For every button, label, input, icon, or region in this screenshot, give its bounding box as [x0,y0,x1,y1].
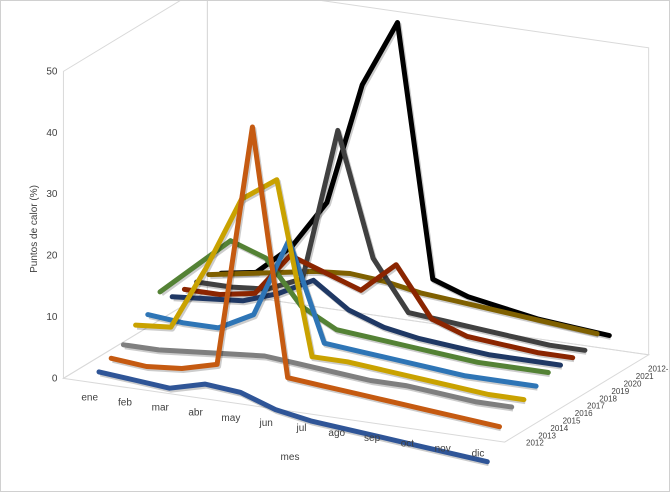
x-axis-ticks: ene feb mar abr may jun jul ago sep oct nov dic [81,392,484,459]
series-label: 2016 [575,409,593,418]
x-tick-label: abr [188,408,203,419]
series-line-2019 [181,253,576,361]
series-label: 2020 [624,379,642,388]
series-label: 2013 [538,431,556,440]
series-label: 2012 [526,439,544,448]
y-tick-label: 30 [46,189,58,200]
series-line-2013 [108,124,502,430]
y-tick-label: 50 [46,66,58,77]
series-line-2012 [96,369,490,465]
x-tick-label: ene [81,392,98,403]
series-axis-labels: 2012201320142015201620172018201920202021… [526,365,669,448]
x-tick-label: jun [259,418,273,429]
x-tick-label: dic [472,449,485,460]
x-tick-label: jul [295,423,306,434]
series-label: 2017 [587,402,605,411]
series-label: 2014 [550,424,568,433]
x-axis-title: mes [281,452,300,463]
x-tick-label: oct [401,438,415,449]
x-tick-label: nov [435,443,451,454]
y-tick-label: 40 [46,128,58,139]
x-tick-label: may [221,413,240,424]
series-line-2018 [169,277,563,368]
x-tick-label: ago [328,428,345,439]
x-tick-label: feb [118,398,132,409]
x-tick-label: sep [364,433,381,444]
series-line-2014 [120,342,515,410]
series-line-2016 [145,237,539,389]
series-lines [96,20,612,467]
series-line-2017 [157,238,551,375]
series-label: 2018 [599,394,617,403]
side-wall [62,1,208,380]
y-axis-ticks: 0 10 20 30 40 50 [46,66,58,384]
x-tick-label: mar [152,403,170,414]
y-axis-title: Puntos de calor (%) [29,185,40,273]
series-label: 2021 [636,372,654,381]
y-tick-label: 20 [46,251,58,262]
back-wall [206,1,650,356]
series-line-2015 [133,177,527,403]
series-label: 2019 [611,387,629,396]
series-label: 2015 [563,416,581,425]
y-tick-label: 0 [52,373,58,384]
y-tick-label: 10 [46,312,58,323]
series-label: 2012-2021 [648,365,669,374]
